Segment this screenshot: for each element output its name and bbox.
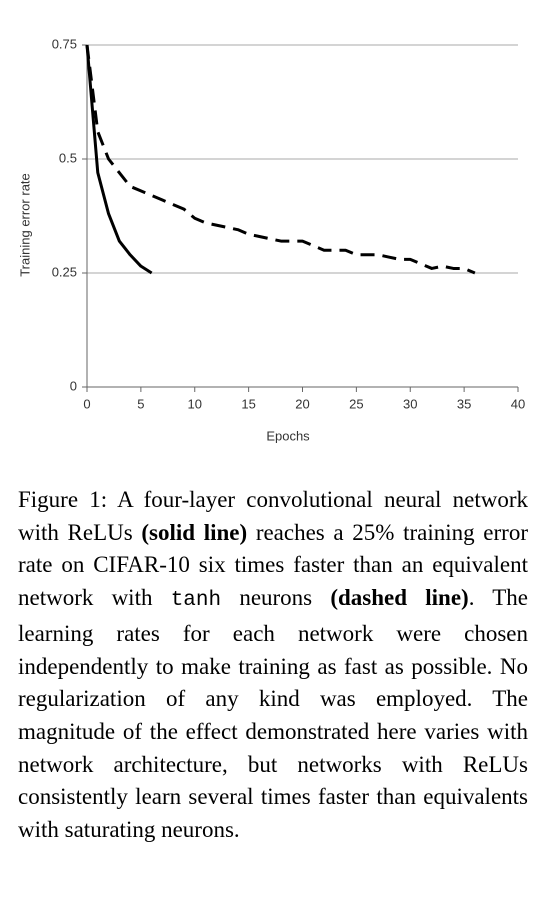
caption-text: neurons: [221, 585, 331, 611]
caption-label: Figure 1:: [18, 487, 108, 512]
caption: Figure 1: A four-layer convolutional neu…: [18, 484, 528, 847]
x-tick-label: 20: [295, 396, 309, 411]
caption-code: tanh: [170, 589, 222, 613]
caption-bold: (dashed line): [330, 585, 469, 611]
caption-text: A four-layer convolutional neural networ…: [18, 487, 528, 545]
y-tick-label: 0.5: [59, 150, 77, 165]
x-tick-label: 25: [349, 396, 363, 411]
x-tick-label: 0: [83, 396, 90, 411]
x-tick-label: 5: [137, 396, 144, 411]
x-tick-label: 10: [188, 396, 202, 411]
chart: Training error rate Epochs 0 0.25 0.5 0.75 0…: [17, 36, 525, 443]
x-tick-label: 15: [241, 396, 255, 411]
line: [85, 44, 476, 275]
x-tick-label: 40: [511, 396, 525, 411]
x-axis-label: Epochs: [266, 428, 310, 443]
caption-text: reaches a 25% training error rate on CIF…: [18, 519, 528, 611]
caption-bold: (solid line): [141, 519, 248, 545]
y-tick-label: 0: [70, 378, 77, 393]
x-tick-label: 35: [457, 396, 471, 411]
y-axis-label: Training error rate: [17, 173, 32, 277]
line: [85, 44, 153, 275]
caption-text: . The learning rates for each network we…: [18, 585, 529, 843]
y-tick-label: 0.25: [52, 264, 77, 279]
y-tick-label: 0.75: [52, 36, 77, 51]
x-tick-label: 30: [403, 396, 417, 411]
